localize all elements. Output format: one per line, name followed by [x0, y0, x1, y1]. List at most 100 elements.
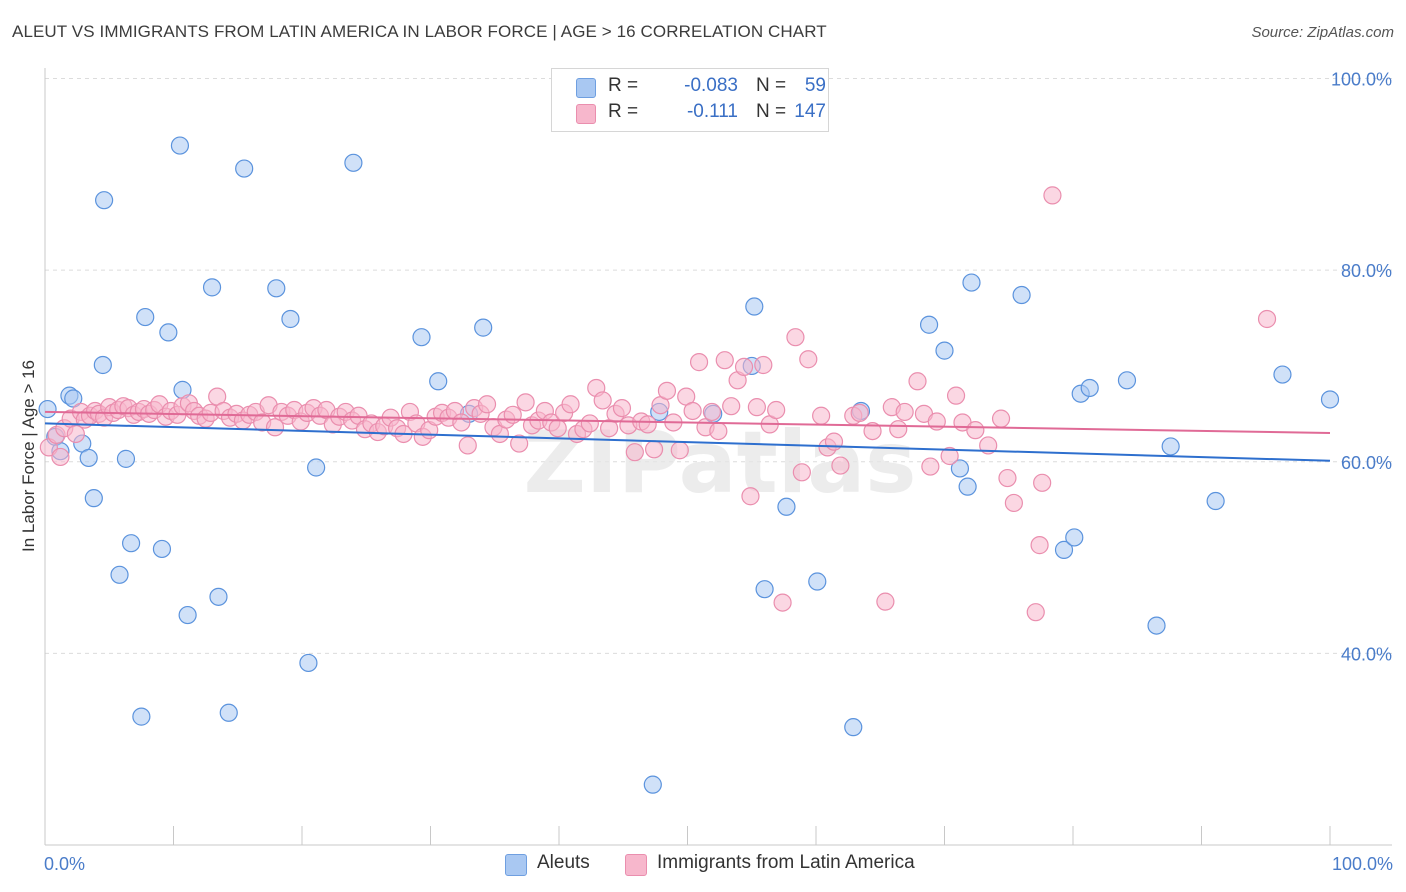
- trend-lines: [44, 410, 1331, 462]
- aleuts-point: [808, 572, 827, 591]
- latin-america-point: [921, 457, 940, 476]
- legend-swatch-aleuts: [576, 78, 596, 98]
- tick-labels: 40.0% 60.0% 80.0% 100.0% 0.0% 100.0%: [44, 70, 1393, 875]
- latin-america-point: [991, 409, 1011, 428]
- latin-america-point: [702, 402, 722, 422]
- aleuts-point: [1065, 528, 1084, 547]
- latin-america-point: [644, 440, 664, 459]
- latin-america-point: [966, 421, 985, 440]
- latin-america-trend-line: [44, 410, 1331, 435]
- latin-america-point: [625, 443, 644, 462]
- aleuts-point: [1206, 491, 1225, 511]
- latin-america-point: [979, 436, 998, 455]
- y-tick-label: 40.0%: [1341, 644, 1392, 664]
- latin-america-point: [786, 328, 805, 347]
- latin-america-point: [265, 418, 285, 437]
- aleuts-point: [152, 539, 172, 559]
- aleuts-point: [474, 318, 493, 337]
- aleuts-point: [962, 273, 981, 292]
- latin-america-point: [548, 419, 567, 438]
- aleuts-point: [93, 355, 112, 375]
- latin-america-point: [670, 441, 689, 460]
- aleuts-point: [136, 307, 155, 327]
- aleuts-point: [38, 399, 57, 419]
- series-swatch-latin-america: [625, 854, 647, 876]
- latin-america-point: [612, 398, 632, 418]
- axes: [44, 68, 1392, 846]
- latin-america-point: [850, 403, 869, 422]
- aleuts-point: [745, 297, 764, 316]
- latin-america-point: [1257, 309, 1277, 329]
- aleuts-point: [935, 341, 954, 360]
- aleuts-point: [121, 534, 141, 553]
- aleuts-point: [1273, 365, 1292, 384]
- latin-america-point: [831, 456, 850, 475]
- aleuts-point: [159, 323, 178, 342]
- aleuts-point: [299, 653, 318, 673]
- aleuts-point: [755, 580, 774, 599]
- legend-r-value: -0.083: [684, 75, 738, 96]
- aleuts-point: [307, 458, 326, 477]
- latin-america-point: [709, 421, 728, 441]
- legend-n-label: N =: [756, 101, 787, 122]
- latin-america-point: [1030, 536, 1049, 555]
- aleuts-point: [412, 328, 431, 347]
- latin-america-point: [792, 463, 811, 482]
- latin-america-point: [722, 397, 741, 416]
- latin-america-point: [747, 398, 766, 417]
- aleuts-point: [110, 565, 129, 584]
- latin-america-point: [876, 592, 895, 611]
- latin-america-point: [767, 400, 786, 420]
- aleuts-point: [209, 587, 228, 606]
- aleuts-trend-line: [44, 422, 1331, 462]
- aleuts-point: [429, 372, 448, 391]
- correlation-legend: R = -0.083 N = 59 R = -0.111 N = 147: [551, 68, 829, 132]
- legend-swatch-latin-america: [576, 104, 596, 124]
- source-credit: Source: ZipAtlas.com: [1251, 24, 1394, 41]
- chart-title: ALEUT VS IMMIGRANTS FROM LATIN AMERICA I…: [12, 22, 827, 41]
- aleuts-point: [1080, 378, 1099, 398]
- latin-america-point: [773, 593, 792, 612]
- gridlines: [45, 78, 1392, 654]
- latin-america-point: [908, 372, 927, 391]
- latin-america-point: [754, 355, 773, 375]
- latin-america-point: [66, 424, 85, 444]
- y-tick-label: 80.0%: [1341, 261, 1392, 281]
- latin-america-point: [452, 413, 471, 432]
- latin-america-point: [1033, 473, 1052, 492]
- latin-america-point: [458, 436, 477, 455]
- aleuts-point: [1117, 371, 1137, 390]
- y-tick-label: 60.0%: [1341, 453, 1392, 473]
- latin-america-point: [741, 487, 760, 506]
- aleuts-point: [281, 309, 300, 329]
- aleuts-point: [643, 775, 662, 794]
- x-tick-label: 100.0%: [1332, 854, 1393, 874]
- latin-america-point: [657, 381, 677, 400]
- aleuts-point: [777, 497, 796, 516]
- latin-america-point: [638, 415, 657, 434]
- latin-america-point: [689, 353, 709, 372]
- y-axis-label: In Labor Force | Age > 16: [19, 360, 38, 552]
- latin-america-point: [799, 350, 818, 369]
- latin-america-point: [510, 434, 529, 453]
- series-swatch-aleuts: [505, 854, 527, 876]
- aleuts-point: [267, 279, 286, 298]
- legend-r-label: R =: [608, 101, 639, 122]
- aleuts-point: [64, 389, 83, 408]
- latin-america-point: [940, 446, 959, 466]
- latin-america-point: [824, 432, 844, 451]
- latin-america-points: [39, 186, 1277, 622]
- legend-n-label: N =: [756, 75, 787, 96]
- aleuts-point: [1012, 285, 1031, 305]
- latin-america-point: [593, 391, 612, 410]
- latin-america-point: [812, 406, 831, 425]
- series-legend: Aleuts Immigrants from Latin America: [0, 852, 1406, 878]
- aleuts-point: [844, 718, 863, 737]
- aleuts-point: [1161, 437, 1180, 456]
- latin-america-point: [863, 421, 882, 441]
- y-tick-label: 100.0%: [1331, 70, 1392, 90]
- series-label-aleuts: Aleuts: [537, 852, 590, 873]
- legend-r-value: -0.111: [686, 101, 738, 122]
- aleuts-point: [950, 459, 970, 478]
